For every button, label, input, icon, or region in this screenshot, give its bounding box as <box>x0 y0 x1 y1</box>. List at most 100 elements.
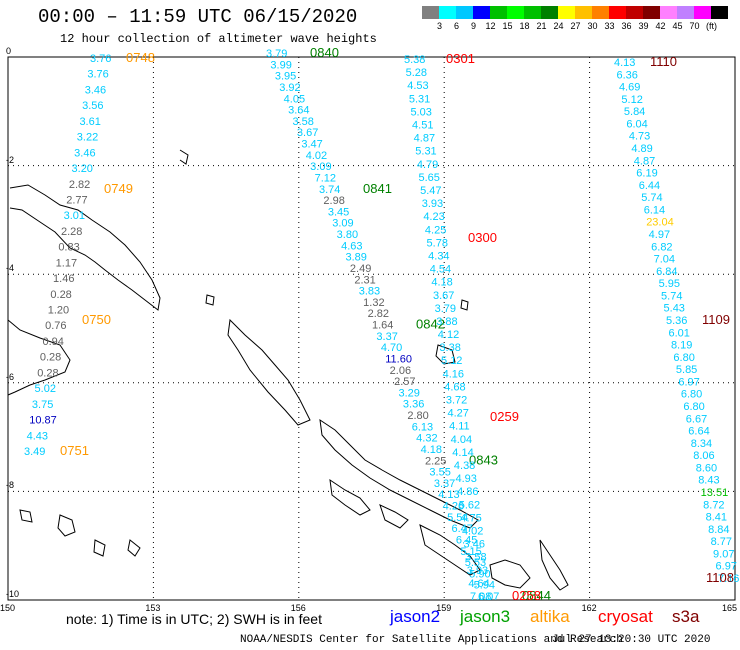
wave-height-value: 13.51 <box>701 487 729 499</box>
y-tick-label: -10 <box>6 589 20 599</box>
wave-height-value: 5.12 <box>621 94 642 106</box>
pass-time-label: 0748 <box>126 50 155 65</box>
wave-height-value: 4.12 <box>438 329 459 341</box>
color-swatch <box>626 6 643 19</box>
wave-height-value: 1.46 <box>53 273 74 285</box>
y-tick-label: -2 <box>6 154 15 165</box>
wave-height-value: 2.25 <box>425 455 446 467</box>
wave-height-value: 6.04 <box>626 118 647 130</box>
wave-height-value: 4.43 <box>27 430 48 442</box>
color-scale-tick: 24 <box>553 21 564 31</box>
wave-height-value: 6.80 <box>673 352 694 364</box>
pass-time-label: 0844 <box>522 588 551 603</box>
wave-height-value: 7.16 <box>718 573 739 585</box>
color-swatch <box>524 6 541 19</box>
color-scale-tick: 33 <box>604 21 615 31</box>
wave-height-value: 8.43 <box>698 475 719 487</box>
wave-height-value: 7.12 <box>315 172 336 184</box>
wave-height-value: 4.11 <box>449 421 470 433</box>
pass-time-label: 0749 <box>104 181 133 196</box>
wave-height-value: 2.31 <box>354 274 375 286</box>
wave-height-value: 5.28 <box>406 67 427 79</box>
wave-height-value: 5.85 <box>676 364 697 376</box>
wave-height-value: 4.68 <box>444 381 465 393</box>
wave-height-value: 4.26 <box>443 501 464 513</box>
wave-height-value: 0.76 <box>45 320 66 332</box>
wave-height-value: 3.22 <box>77 132 98 144</box>
wave-height-value: 8.77 <box>711 536 732 548</box>
color-scale-tick: 30 <box>587 21 598 31</box>
wave-height-value: 6.82 <box>651 241 672 253</box>
wave-height-value: 3.61 <box>79 116 100 128</box>
wave-height-value: 1.32 <box>363 297 384 309</box>
wave-height-value: 9.07 <box>713 548 734 560</box>
wave-height-value: 4.54 <box>430 264 451 276</box>
wave-height-value: 5.94 <box>474 580 495 592</box>
color-swatch <box>422 6 439 19</box>
color-scale-tick: 70 <box>689 21 700 31</box>
satellite-jason2-label: jason2 <box>390 607 441 626</box>
wave-height-value: 3.76 <box>90 53 111 65</box>
footer-note: note: 1) Time is in UTC; 2) SWH is in fe… <box>66 611 322 627</box>
wave-height-value: 4.97 <box>649 229 670 241</box>
wave-height-value: 2.28 <box>61 226 82 238</box>
satellite-s3a-label: s3a <box>672 607 700 626</box>
wave-height-value: 4.27 <box>447 408 468 420</box>
wave-height-value: 4.73 <box>629 131 650 143</box>
wave-height-value: 6.47 <box>452 523 473 535</box>
wave-height-value: 3.76 <box>87 69 108 81</box>
color-scale-tick: 36 <box>621 21 632 31</box>
wave-height-value: 3.67 <box>433 290 454 302</box>
color-swatch <box>643 6 660 19</box>
wave-height-value: 6.64 <box>688 426 709 438</box>
wave-height-value: 6.01 <box>668 327 689 339</box>
wave-height-value: 4.69 <box>619 82 640 94</box>
wave-height-value: 4.38 <box>454 460 475 472</box>
wave-height-value: 1.64 <box>372 320 393 332</box>
wave-height-value: 5.02 <box>35 383 56 395</box>
wave-height-value: 6.13 <box>412 421 433 433</box>
wave-height-value: 5.62 <box>459 499 480 511</box>
x-tick-label: 162 <box>581 603 597 613</box>
wave-height-value: 3.09 <box>310 161 331 173</box>
wave-height-value: 3.09 <box>332 218 353 230</box>
color-scale-tick: (ft) <box>706 21 717 31</box>
wave-height-value: 3.45 <box>328 206 349 218</box>
wave-height-value: 6.19 <box>636 168 657 180</box>
wave-height-value: 3.80 <box>337 229 358 241</box>
color-swatch <box>694 6 711 19</box>
wave-height-value: 2.49 <box>350 263 371 275</box>
wave-height-value: 1.20 <box>48 305 69 317</box>
wave-height-value: 4.32 <box>416 433 437 445</box>
color-scale-tick: 39 <box>638 21 649 31</box>
wave-height-value: 5.47 <box>420 185 441 197</box>
wave-height-value: 4.87 <box>634 155 655 167</box>
wave-height-value: 2.80 <box>407 410 428 422</box>
wave-height-value: 6.07 <box>478 591 499 603</box>
wave-height-value: 5.90 <box>469 568 490 580</box>
wave-height-value: 4.79 <box>417 159 438 171</box>
wave-height-value: 8.06 <box>693 450 714 462</box>
pass-time-label: 0840 <box>310 45 339 60</box>
wave-height-value: 6.80 <box>683 401 704 413</box>
pass-time-label: 0259 <box>490 409 519 424</box>
wave-height-value: 3.46 <box>464 539 485 551</box>
grid-lines <box>7 56 736 601</box>
color-swatch <box>558 6 575 19</box>
wave-height-value: 3.46 <box>74 147 95 159</box>
wave-height-value: 4.16 <box>443 368 464 380</box>
credit-text: NOAA/NESDIS Center for Satellite Applica… <box>240 634 623 646</box>
timestamp-text: Jul 27 13:20:30 UTC 2020 <box>552 634 711 646</box>
wave-height-value: 3.95 <box>275 71 296 83</box>
color-swatch <box>456 6 473 19</box>
color-scale-tick: 21 <box>536 21 547 31</box>
wave-height-value: 4.18 <box>431 277 452 289</box>
color-scale-tick: 3 <box>436 21 442 31</box>
pass-time-label: 0258 <box>512 588 541 603</box>
wave-height-value: 2.06 <box>390 365 411 377</box>
coastlines <box>7 149 569 591</box>
satellite-altika-label: altika <box>530 607 570 626</box>
wave-height-value: 3.75 <box>32 399 53 411</box>
wave-height-value: 3.56 <box>82 100 103 112</box>
